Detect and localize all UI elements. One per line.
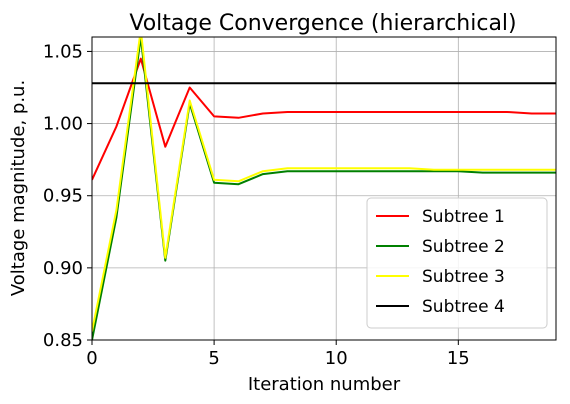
plot-frame [91,36,557,341]
y-axis-label: Voltage magnitude, p.u. [8,80,29,296]
y-tick-label: 0.85 [43,330,83,351]
legend-label: Subtree 3 [422,267,505,287]
legend-frame [366,197,548,329]
x-tick-label: 5 [208,348,219,369]
y-tick-label: 1.05 [43,41,83,62]
legend-label: Subtree 2 [422,237,505,257]
legend: Subtree 1 Subtree 2 Subtree 3 Subtree 4 [366,197,548,329]
x-tick-label: 15 [447,348,470,369]
x-tick-label: 10 [325,348,348,369]
axis-ticks: 0 5 10 15 0.85 0.90 0.95 1.00 1.05 [43,41,470,369]
chart-title: Voltage Convergence (hierarchical) [129,11,516,36]
legend-label: Subtree 4 [422,297,505,317]
x-axis-label: Iteration number [248,374,401,395]
y-tick-label: 1.00 [43,114,83,135]
series-lines [92,37,556,340]
series-line-subtree-1 [92,57,556,181]
series-line-subtree-3 [92,37,556,332]
y-tick-label: 0.95 [43,186,83,207]
y-tick-label: 0.90 [43,258,83,279]
legend-label: Subtree 1 [422,207,505,227]
x-tick-label: 0 [86,348,97,369]
